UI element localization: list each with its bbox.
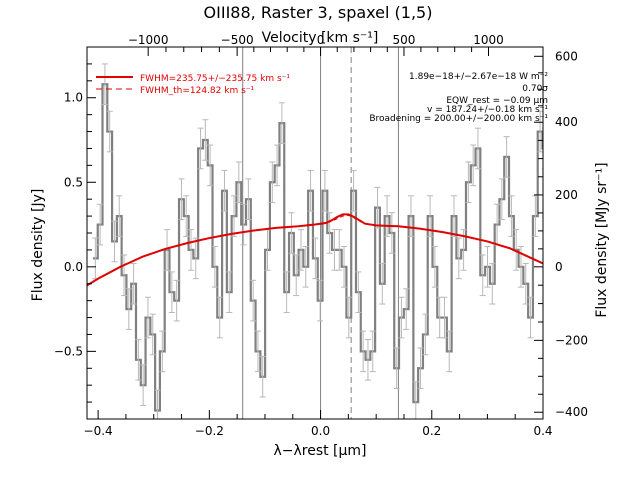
y-tick-label: 0.0 xyxy=(64,260,83,274)
right-tick-label: −200 xyxy=(555,333,588,347)
chart-title: OIII88, Raster 3, spaxel (1,5) xyxy=(204,3,433,22)
y-tick-label: −0.5 xyxy=(54,344,83,358)
y-axis-label: Flux density [Jy] xyxy=(30,189,46,302)
plot-inner xyxy=(87,47,543,419)
right-tick-label: −400 xyxy=(555,405,588,419)
annotation-velocity: v = 187.24+/−0.18 km s⁻¹ xyxy=(427,105,548,115)
x-axis-label: λ−λrest [μm] xyxy=(273,443,366,459)
top-tick-label: 0 xyxy=(317,33,325,47)
x-tick-label: −0.2 xyxy=(195,424,224,438)
top-tick-label: −500 xyxy=(221,33,254,47)
annotation-broadening: Broadening = 200.00+/−200.00 km s⁻¹ xyxy=(369,114,548,124)
y-tick-label: 1.0 xyxy=(64,91,83,105)
right-axis-label: Flux density [MJy sr⁻¹] xyxy=(594,162,610,317)
axis-ticks: −0.4 −0.2 0.0 0.2 0.4 −0.5 0.0 0.5 1.0 −1000 −500 0… xyxy=(54,33,588,438)
right-tick-label: 600 xyxy=(555,49,578,63)
annotation-flux: 1.89e−18+/−2.67e−18 W m⁻² xyxy=(409,72,548,82)
spectrum-histogram xyxy=(92,83,543,412)
legend-label-fwhm: FWHM=235.75+/−235.75 km s⁻¹ xyxy=(140,74,290,84)
annotation-eqw: EQW_rest = −0.09 μm xyxy=(446,96,548,106)
fit-th-curve xyxy=(320,214,377,226)
right-tick-label: 0 xyxy=(555,260,563,274)
top-tick-label: 500 xyxy=(393,33,416,47)
fit-curve xyxy=(87,213,543,287)
x-tick-label: 0.0 xyxy=(311,424,330,438)
annotation-sigma: 0.70σ xyxy=(522,84,548,94)
plot-area xyxy=(87,47,543,419)
top-tick-label: 1000 xyxy=(473,33,504,47)
x-tick-label: 0.4 xyxy=(533,424,552,438)
x-tick-label: −0.4 xyxy=(84,424,113,438)
right-tick-label: 400 xyxy=(555,115,578,129)
y-tick-label: 0.5 xyxy=(64,175,83,189)
top-axis-label: Velocity [km s⁻¹] xyxy=(262,30,379,46)
legend: FWHM=235.75+/−235.75 km s⁻¹ FWHM_th=124.… xyxy=(96,74,290,96)
x-tick-label: 0.2 xyxy=(422,424,441,438)
right-tick-label: 200 xyxy=(555,188,578,202)
fit-annotations: 1.89e−18+/−2.67e−18 W m⁻² 0.70σ EQW_rest… xyxy=(369,72,548,124)
legend-label-fwhm-th: FWHM_th=124.82 km s⁻¹ xyxy=(140,86,255,96)
top-tick-label: −1000 xyxy=(128,33,169,47)
